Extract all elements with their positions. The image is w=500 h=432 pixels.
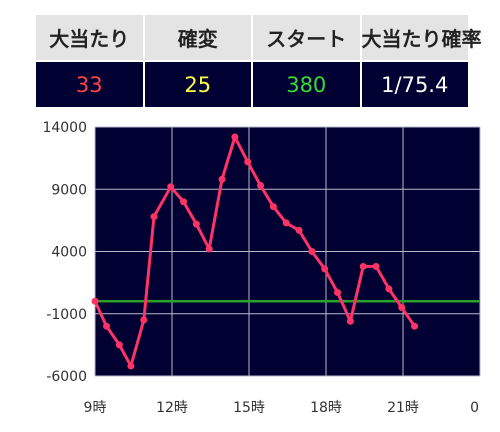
value-kakuhen: 25 bbox=[144, 62, 251, 107]
header-start: スタート bbox=[253, 15, 360, 60]
x-axis-ticks: 9時 12時 15時 18時 21時 0 bbox=[84, 400, 479, 416]
data-point bbox=[321, 265, 329, 273]
value-probability: 1/75.4 bbox=[361, 62, 468, 107]
header-kakuhen: 確変 bbox=[144, 15, 251, 60]
data-point bbox=[372, 262, 380, 270]
value-jackpot: 33 bbox=[36, 62, 143, 107]
x-tick-label: 0 bbox=[470, 400, 479, 416]
y-tick-label: 9000 bbox=[51, 182, 87, 198]
data-point bbox=[205, 245, 213, 253]
data-point bbox=[359, 262, 367, 270]
x-tick-label: 21時 bbox=[387, 400, 419, 416]
x-tick-label: 15時 bbox=[233, 400, 265, 416]
data-point bbox=[103, 322, 111, 330]
data-point bbox=[398, 304, 406, 312]
data-point bbox=[308, 248, 316, 255]
data-point bbox=[385, 285, 393, 293]
data-point bbox=[180, 198, 188, 206]
data-point bbox=[115, 341, 123, 349]
x-tick-label: 12時 bbox=[156, 400, 188, 416]
series-layer bbox=[91, 133, 419, 370]
stats-header-row: 大当たり 確変 スタート 大当たり確率 bbox=[36, 15, 482, 60]
y-tick-label: 14000 bbox=[42, 120, 87, 136]
data-point bbox=[244, 158, 252, 166]
x-tick-label: 18時 bbox=[310, 400, 342, 416]
slump-chart: 14000 9000 4000 -1000 -6000 9時 12時 15時 18時 21時 0 bbox=[0, 112, 500, 432]
stats-value-row: 33 25 380 1/75.4 bbox=[36, 62, 468, 107]
data-point bbox=[91, 297, 99, 305]
series-line bbox=[93, 135, 417, 368]
data-point bbox=[269, 203, 277, 211]
y-tick-label: -1000 bbox=[46, 307, 87, 323]
data-point bbox=[282, 219, 290, 227]
data-point bbox=[167, 183, 175, 191]
data-point bbox=[127, 362, 135, 370]
data-point bbox=[346, 317, 354, 325]
data-point bbox=[334, 289, 342, 297]
data-point bbox=[192, 220, 200, 228]
data-point bbox=[231, 133, 239, 141]
data-point bbox=[257, 182, 265, 190]
data-point bbox=[150, 213, 158, 221]
y-tick-label: 4000 bbox=[51, 245, 87, 261]
header-jackpot: 大当たり bbox=[36, 15, 143, 60]
y-axis-ticks: 14000 9000 4000 -1000 -6000 bbox=[42, 120, 87, 385]
slump-chart-svg: 14000 9000 4000 -1000 -6000 9時 12時 15時 18時 21時 0 bbox=[42, 120, 481, 416]
grid-lines bbox=[94, 126, 481, 377]
data-point bbox=[295, 226, 303, 234]
data-point bbox=[411, 322, 419, 330]
data-point bbox=[218, 175, 226, 183]
y-tick-label: -6000 bbox=[46, 369, 87, 385]
header-probability: 大当たり確率 bbox=[361, 15, 482, 60]
stats-table: 大当たり 確変 スタート 大当たり確率 33 25 380 1/75.4 bbox=[34, 13, 482, 109]
value-start: 380 bbox=[253, 62, 360, 107]
data-point bbox=[140, 316, 148, 324]
x-tick-label: 9時 bbox=[84, 400, 107, 416]
